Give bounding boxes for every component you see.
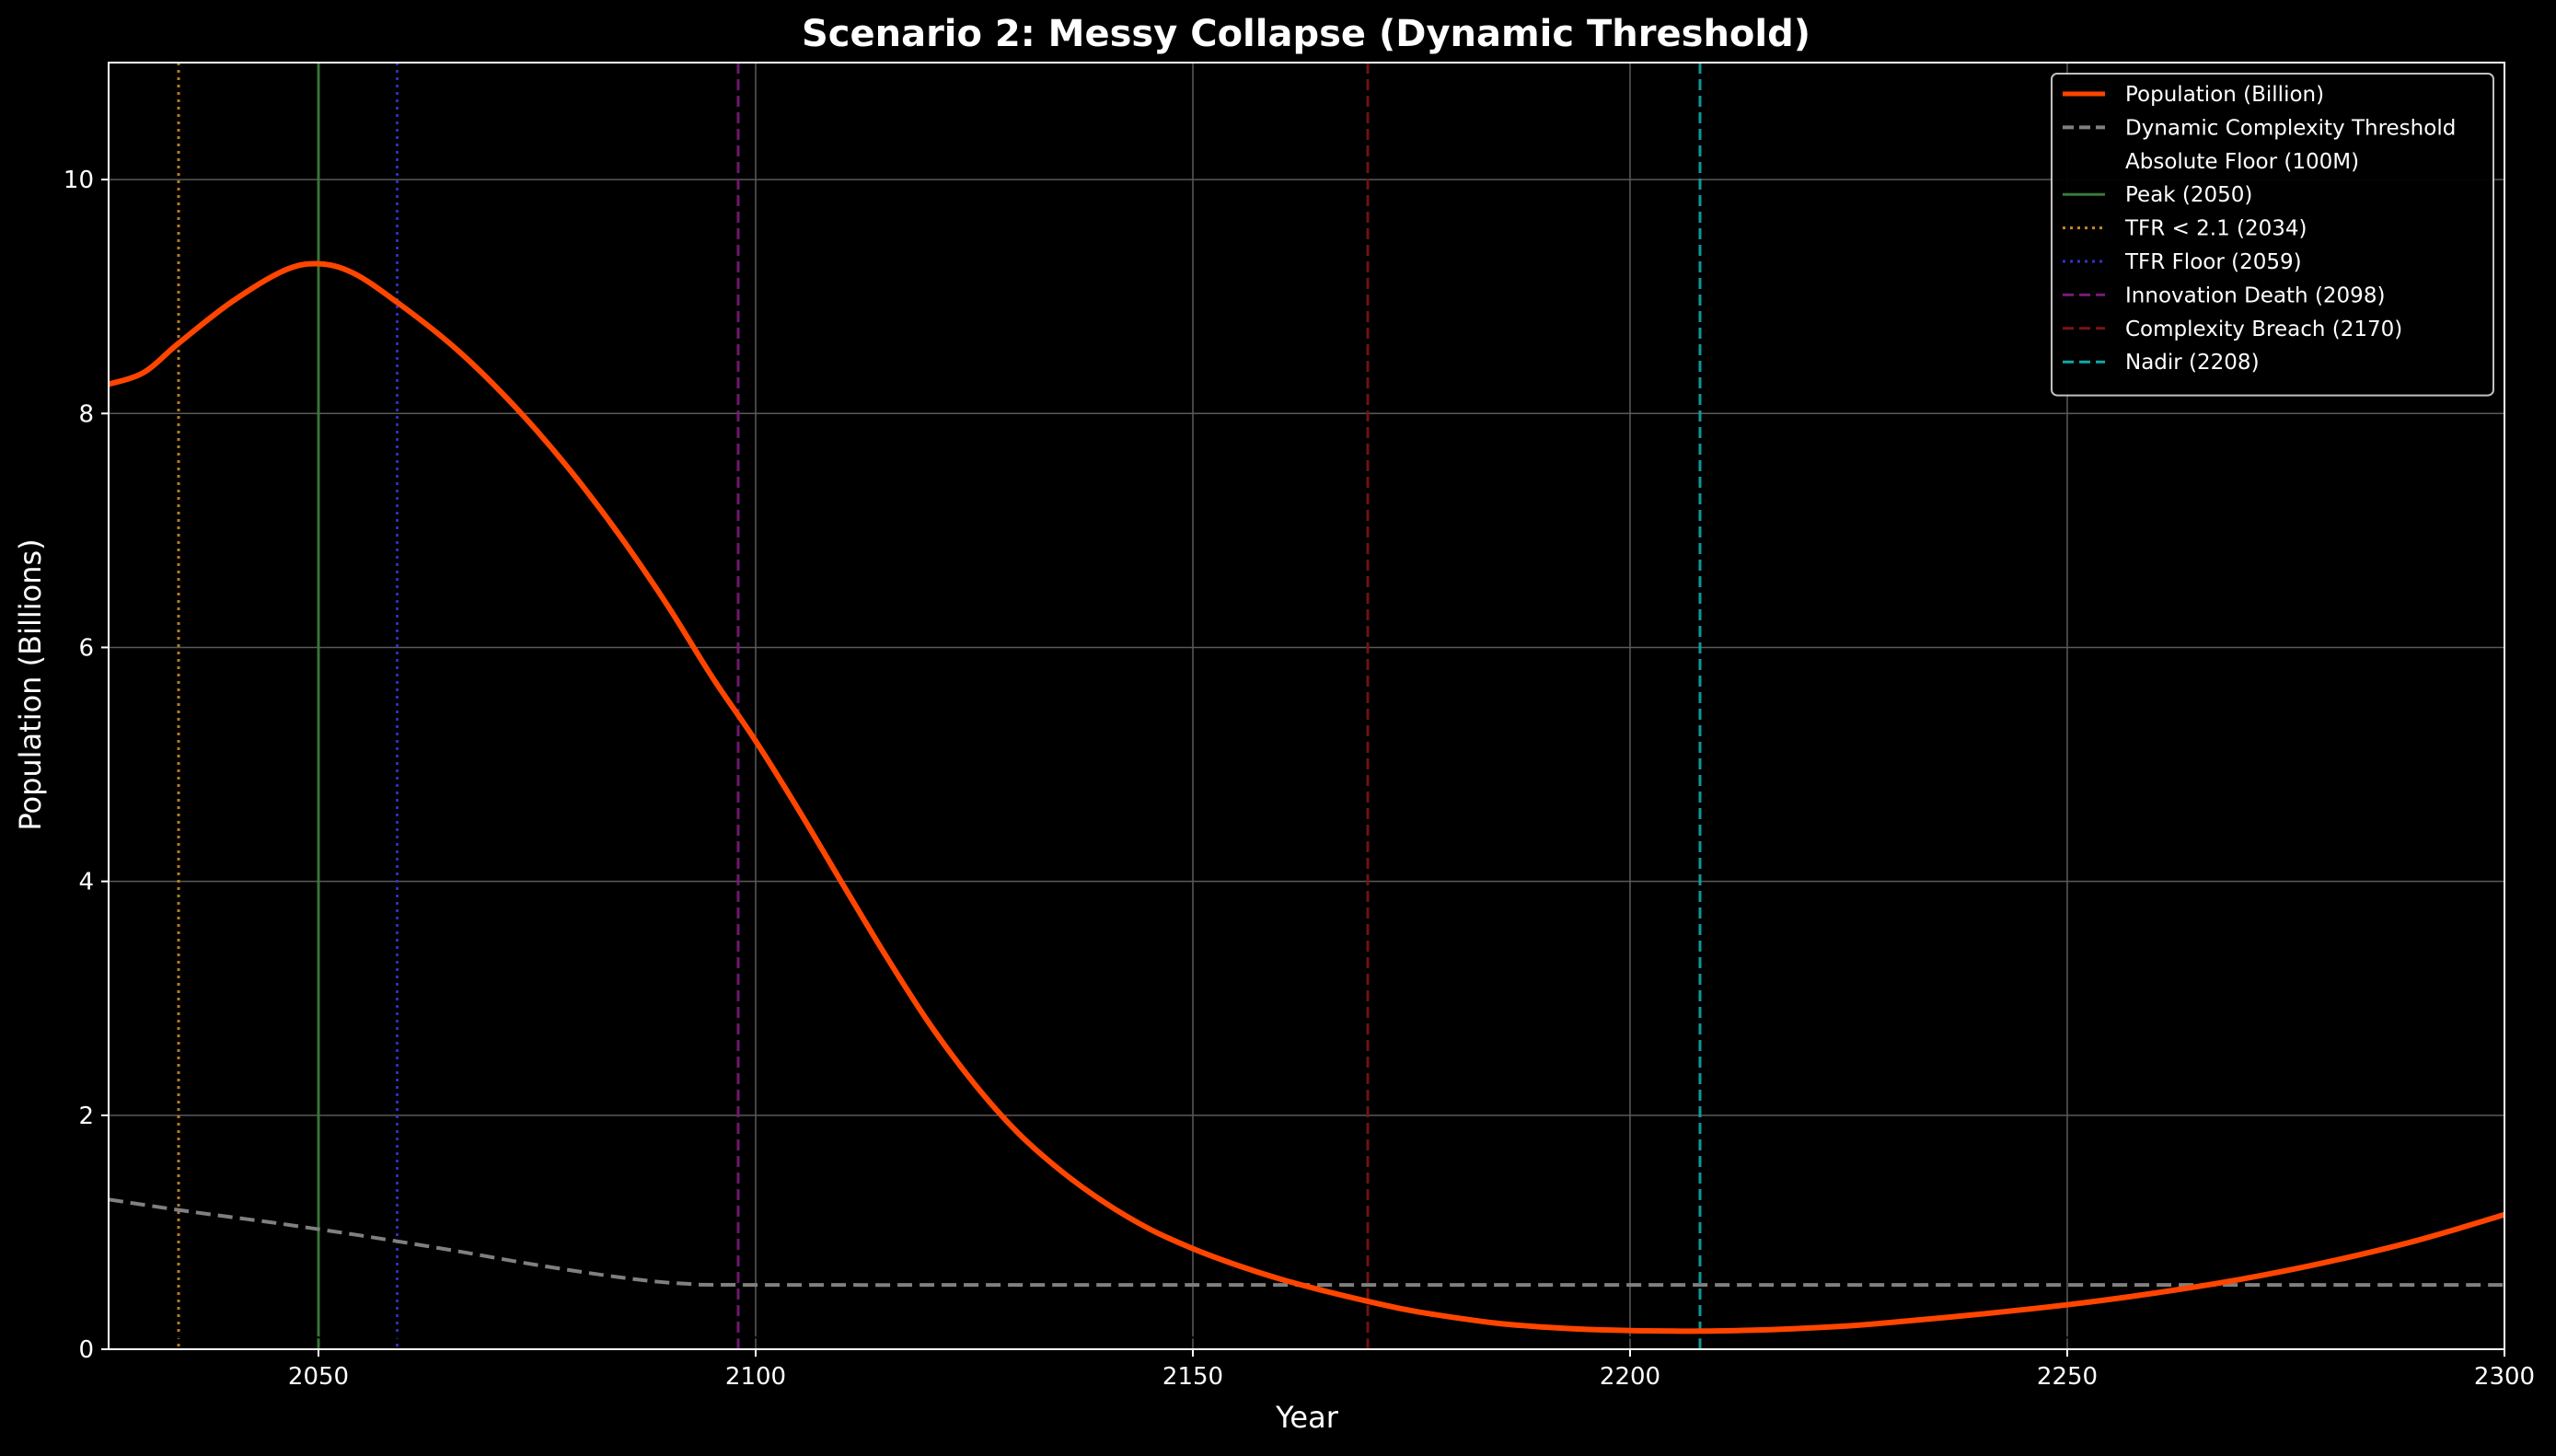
legend-label: Population (Billion) — [2125, 83, 2324, 107]
legend-label: Dynamic Complexity Threshold — [2125, 116, 2456, 140]
legend-box — [2051, 73, 2494, 397]
y-tick-label: 0 — [78, 1336, 94, 1364]
axis-ticks: 2050 2100 2150 2200 2250 2300 0 2 4 6 8 10 — [64, 167, 2535, 1391]
x-tick-label: 2050 — [288, 1363, 349, 1391]
y-tick-label: 8 — [78, 400, 94, 428]
y-tick-label: 2 — [78, 1103, 94, 1130]
x-tick-label: 2250 — [2037, 1363, 2098, 1391]
legend-label: Nadir (2208) — [2125, 351, 2260, 375]
y-axis-label: Population (Billions) — [13, 538, 48, 830]
x-tick-label: 2200 — [1600, 1363, 1660, 1391]
legend: Population (Billion) Dynamic Complexity T… — [2051, 73, 2494, 397]
x-tick-label: 2300 — [2474, 1363, 2535, 1391]
population-line — [108, 260, 2505, 1335]
series-lines — [108, 260, 2505, 1339]
x-axis-label: Year — [1275, 1400, 1339, 1435]
y-tick-label: 6 — [78, 634, 94, 662]
x-tick-label: 2150 — [1162, 1363, 1223, 1391]
plot-frame — [108, 62, 2505, 1350]
threshold-line — [108, 1197, 2504, 1288]
legend-label: Peak (2050) — [2125, 183, 2252, 207]
event-lines — [177, 63, 1702, 1349]
chart-title: Scenario 2: Messy Collapse (Dynamic Thre… — [802, 13, 1810, 55]
x-tick-label: 2100 — [725, 1363, 786, 1391]
legend-label: Innovation Death (2098) — [2125, 283, 2385, 307]
legend-label: Absolute Floor (100M) — [2125, 150, 2359, 174]
legend-label: TFR < 2.1 (2034) — [2124, 217, 2307, 241]
legend-label: Complexity Breach (2170) — [2125, 318, 2402, 341]
y-tick-label: 10 — [64, 167, 94, 194]
legend-label: TFR Floor (2059) — [2124, 250, 2302, 274]
y-tick-label: 4 — [78, 869, 94, 896]
